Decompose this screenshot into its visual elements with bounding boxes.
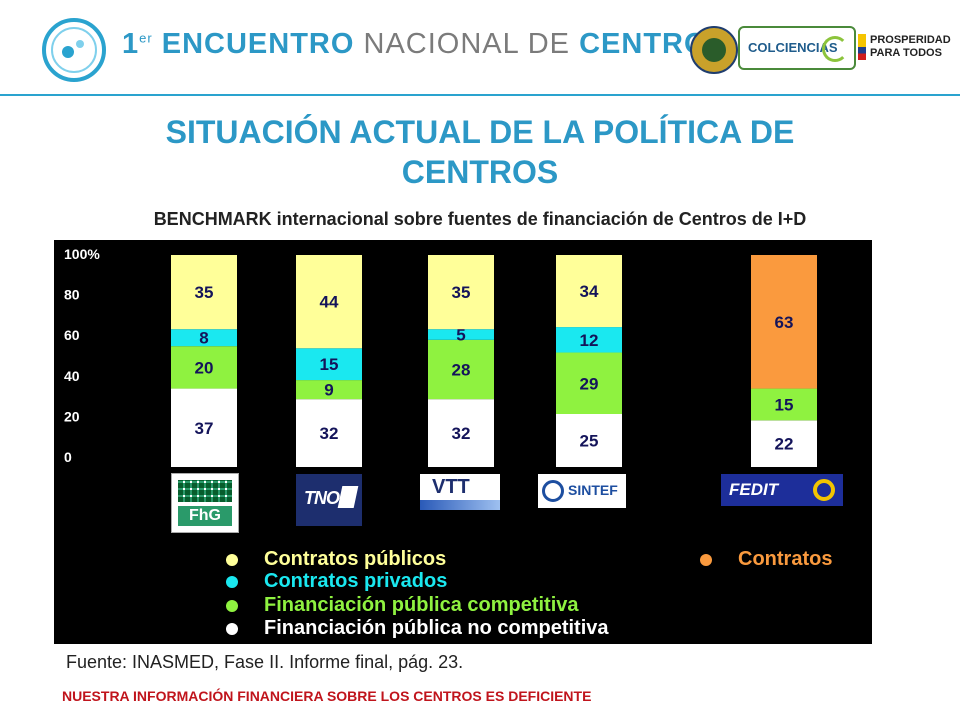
data-label: 35 (452, 283, 471, 302)
slide-title: SITUACIÓN ACTUAL DE LA POLÍTICA DE CENTR… (0, 112, 960, 192)
coat-of-arms-icon (690, 26, 738, 74)
data-label: 37 (195, 419, 214, 438)
bar-segment (171, 388, 237, 467)
bar-segment (428, 399, 494, 467)
legend-label: Contratos (738, 548, 833, 571)
header-divider (0, 94, 960, 96)
bar-segment (556, 255, 622, 328)
data-label: 29 (580, 374, 599, 393)
legend-financiacion-no-competitiva: Financiación pública no competitiva (226, 617, 609, 640)
event-superscript: er (139, 30, 153, 46)
slide-title-line2: CENTROS (401, 154, 559, 190)
bar-segment (751, 388, 817, 421)
flag-icon (858, 34, 866, 60)
bar-segment (556, 414, 622, 467)
bar-segment (171, 255, 237, 330)
vtt-logo: VTT (420, 474, 500, 510)
chart-panel: 100% 80 60 40 20 0 37 20 8 35 32 9 15 44 32 28 5 35 25 29 12… (54, 240, 872, 644)
y-tick-label: 60 (64, 327, 80, 343)
legend-dot-icon (700, 553, 712, 566)
leaf-icon (822, 36, 848, 62)
y-tick-label: 0 (64, 449, 72, 465)
legend-label: Financiación pública competitiva (264, 594, 579, 617)
data-label: 28 (452, 360, 471, 379)
header: 1er ENCUENTRO NACIONAL DE CENTROS COLCIE… (0, 0, 960, 96)
legend-label: Financiación pública no competitiva (264, 617, 609, 640)
prosperidad-label: PROSPERIDAD PARA TODOS (870, 34, 951, 60)
prosperidad-logo: PROSPERIDAD PARA TODOS (858, 30, 954, 64)
chart-canvas: 100% 80 60 40 20 0 37 20 8 35 32 9 15 44 32 28 5 35 25 29 12… (64, 246, 817, 467)
tno-mark-icon (337, 486, 359, 508)
data-label: 15 (320, 355, 339, 374)
legend-contratos-privados: Contratos privados (226, 570, 447, 593)
chart-title: BENCHMARK internacional sobre fuentes de… (153, 209, 807, 229)
event-logo-icon (42, 18, 106, 82)
event-word-nacional: NACIONAL DE (363, 28, 571, 60)
sintef-ring-icon (542, 480, 564, 502)
bar-segment (556, 352, 622, 414)
sintef-logo: SINTEF (538, 474, 626, 508)
data-label: 63 (775, 313, 794, 332)
legend-dot-icon (226, 622, 238, 635)
event-title: 1er ENCUENTRO NACIONAL DE CENTROS (122, 28, 728, 61)
fhg-logo: FhG (171, 473, 239, 533)
y-tick-label: 80 (64, 287, 80, 303)
data-label: 34 (580, 282, 599, 301)
data-label: 15 (775, 395, 794, 414)
data-label: 9 (324, 381, 333, 400)
data-label: 12 (580, 331, 599, 350)
bar-segment (428, 339, 494, 400)
legend-label: Contratos públicos (264, 548, 447, 571)
source-note: Fuente: INASMED, Fase II. Informe final,… (66, 652, 464, 672)
legend-contratos: Contratos (700, 548, 832, 571)
tno-label: TNO (304, 488, 340, 508)
fhg-label: FhG (178, 506, 232, 526)
data-label: 8 (199, 329, 208, 348)
bar-segment (296, 399, 362, 467)
data-label: 25 (580, 432, 599, 451)
bar-segment (751, 255, 817, 389)
data-label: 22 (775, 435, 794, 454)
legend-contratos-publicos: Contratos públicos (226, 548, 446, 571)
event-word-encuentro: ENCUENTRO (161, 28, 355, 60)
sintef-label: SINTEF (568, 482, 618, 498)
y-tick-label: 20 (64, 408, 80, 424)
legend-dot-icon (226, 599, 238, 612)
grid-icon (178, 480, 232, 502)
fedit-ring-icon (813, 479, 835, 501)
bar-segment (171, 346, 237, 389)
legend-financiacion-competitiva: Financiación pública competitiva (226, 594, 579, 617)
prosperidad-line1: PROSPERIDAD (870, 34, 951, 46)
data-label: 5 (456, 326, 465, 345)
bar-segment (556, 327, 622, 353)
fedit-logo: FEDIT (721, 474, 843, 506)
y-tick-label: 40 (64, 368, 80, 384)
bar-segment (296, 380, 362, 400)
bar-segment (171, 329, 237, 347)
vtt-stripe-icon (420, 500, 500, 510)
legend-dot-icon (226, 575, 238, 588)
bar-segment (428, 255, 494, 330)
fedit-label: FEDIT (729, 480, 779, 499)
y-tick-label: 100% (64, 246, 100, 262)
data-label: 32 (452, 424, 471, 443)
legend-label: Contratos privados (264, 570, 448, 593)
prosperidad-line2: PARA TODOS (870, 47, 942, 59)
colciencias-logo: COLCIENCIAS (738, 26, 856, 70)
slide-title-line1: SITUACIÓN ACTUAL DE LA POLÍTICA DE (165, 114, 795, 150)
bar-segment (296, 348, 362, 381)
bar-segment (296, 255, 362, 349)
event-number: 1 (122, 28, 140, 60)
tno-logo: TNO (296, 474, 362, 526)
vtt-label: VTT (432, 476, 470, 498)
data-label: 32 (320, 424, 339, 443)
data-label: 44 (320, 293, 339, 312)
warning-note: NUESTRA INFORMACIÓN FINANCIERA SOBRE LOS… (62, 688, 592, 704)
data-label: 35 (195, 283, 214, 302)
colciencias-label: COLCIENCIAS (748, 40, 838, 55)
data-label: 20 (195, 358, 214, 377)
bar-segment (751, 420, 817, 467)
bar-segment (428, 329, 494, 340)
legend-dot-icon (226, 553, 238, 566)
